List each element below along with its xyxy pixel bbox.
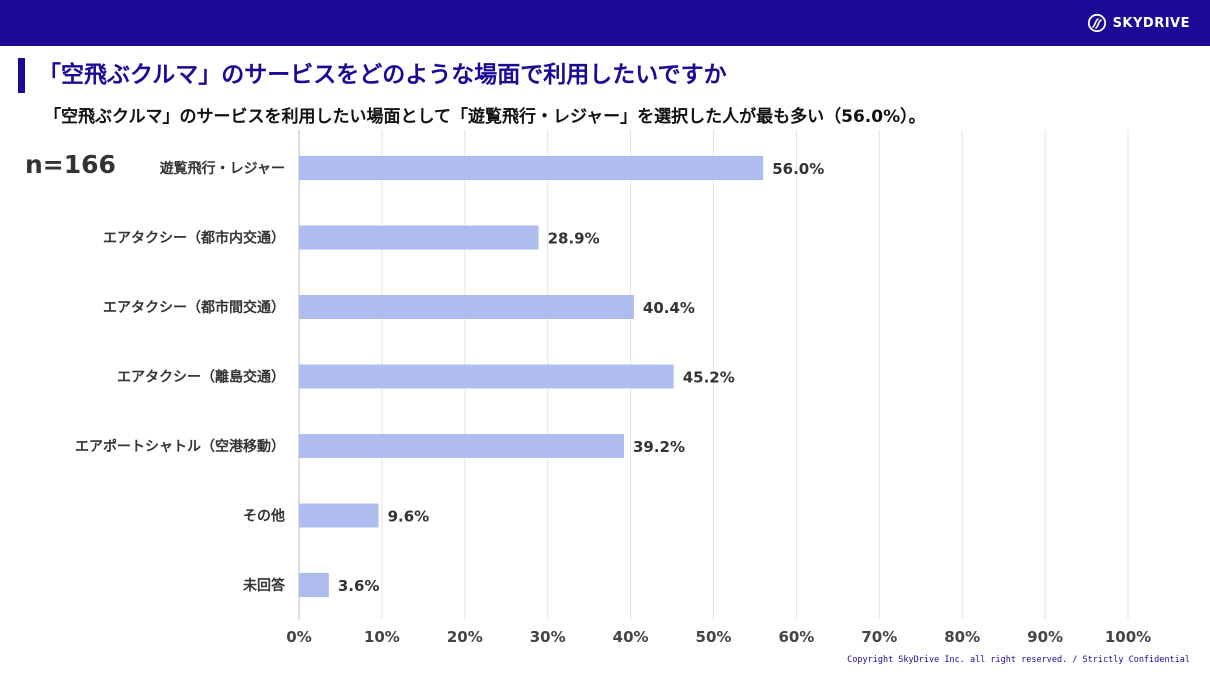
header-bar: SKYDRIVE <box>0 0 1210 46</box>
x-tick-label: 10% <box>364 628 400 646</box>
category-label: エアポートシャトル（空港移動） <box>75 438 285 455</box>
x-tick-label: 70% <box>861 628 897 646</box>
data-label: 28.9% <box>548 230 600 248</box>
category-label: 遊覧飛行・レジャー <box>160 160 285 177</box>
x-tick-label: 100% <box>1105 628 1151 646</box>
copyright-notice: Copyright SkyDrive Inc. all right reserv… <box>847 655 1190 665</box>
bar <box>299 295 634 319</box>
page-title: 「空飛ぶクルマ」のサービスをどのような場面で利用したいですか <box>38 62 727 88</box>
title-accent-bar <box>18 58 25 93</box>
data-label: 3.6% <box>338 577 380 595</box>
category-label: 未回答 <box>243 577 286 594</box>
data-label: 39.2% <box>633 438 685 456</box>
x-tick-label: 50% <box>696 628 732 646</box>
data-label: 9.6% <box>388 508 430 526</box>
bar <box>299 434 624 458</box>
category-label: エアタクシー（都市内交通） <box>103 230 285 247</box>
sample-size-label: n=166 <box>25 150 116 179</box>
bar <box>299 225 539 250</box>
x-tick-label: 60% <box>778 628 814 646</box>
data-label: 56.0% <box>772 160 824 178</box>
logo-text: SKYDRIVE <box>1112 15 1190 31</box>
x-tick-label: 90% <box>1027 628 1063 646</box>
x-tick-label: 20% <box>447 628 483 646</box>
data-label: 45.2% <box>683 369 735 387</box>
x-tick-label: 30% <box>530 628 566 646</box>
category-label: エアタクシー（都市間交通） <box>103 299 285 316</box>
data-label: 40.4% <box>643 299 695 317</box>
category-label: エアタクシー（離島交通） <box>117 369 285 386</box>
x-tick-label: 40% <box>613 628 649 646</box>
bar <box>299 156 764 180</box>
x-tick-label: 0% <box>286 628 311 646</box>
skydrive-swirl-icon <box>1087 13 1106 33</box>
company-logo[interactable]: SKYDRIVE <box>1087 12 1190 34</box>
bar <box>299 503 379 528</box>
category-label: その他 <box>243 508 285 525</box>
bar <box>299 573 329 597</box>
x-tick-label: 80% <box>944 628 980 646</box>
bar <box>299 364 674 389</box>
page-subtitle: 「空飛ぶクルマ」のサービスを利用したい場面として「遊覧飛行・レジャー」を選択した… <box>44 107 926 127</box>
